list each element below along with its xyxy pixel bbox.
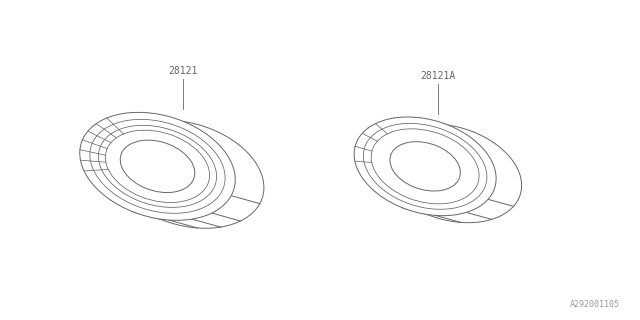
Ellipse shape (380, 124, 522, 223)
Ellipse shape (415, 149, 486, 198)
Ellipse shape (364, 124, 487, 209)
Ellipse shape (390, 142, 460, 191)
Text: A292001105: A292001105 (570, 300, 620, 309)
Ellipse shape (99, 125, 216, 207)
Ellipse shape (149, 148, 223, 200)
Ellipse shape (371, 129, 479, 204)
Ellipse shape (106, 130, 209, 203)
Ellipse shape (80, 112, 236, 220)
Ellipse shape (108, 120, 264, 228)
Text: 28121A: 28121A (420, 71, 456, 81)
Ellipse shape (90, 119, 225, 213)
Ellipse shape (120, 140, 195, 193)
Text: 28121: 28121 (168, 66, 198, 76)
Ellipse shape (354, 117, 496, 216)
